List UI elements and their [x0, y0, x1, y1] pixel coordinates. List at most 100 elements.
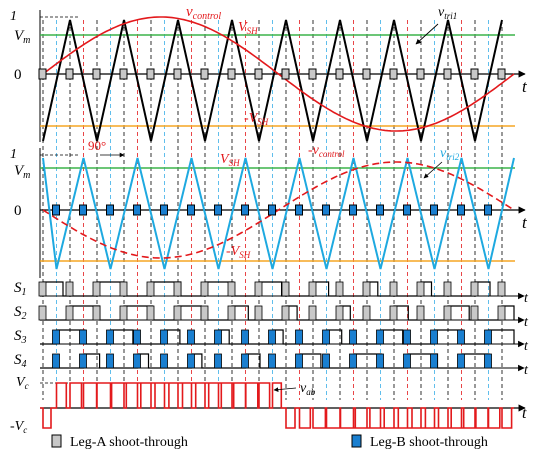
switch-shoot-through: [389, 281, 398, 297]
switch-shoot-through: [106, 353, 114, 369]
switch-s2-t: t: [524, 315, 529, 330]
switch-signals: S1 t S2 t S3 t S4 t: [14, 280, 529, 378]
switch-shoot-through: [133, 329, 141, 345]
leg-b-pulse: [268, 204, 276, 216]
leg-a-pulse: [389, 68, 398, 80]
switch-shoot-through: [497, 305, 506, 321]
vab-panel: Vc -Vc vab t: [10, 375, 527, 435]
switch-shoot-through: [322, 329, 330, 345]
leg-a-pulse: [308, 68, 317, 80]
switch-shoot-through: [376, 353, 384, 369]
switch-s4-label: S4: [14, 352, 27, 370]
switch-shoot-through: [484, 329, 492, 345]
panel-b: 1 Vm 0 t 90° VSH -vcontrol vtri2 -VSH: [10, 138, 528, 278]
panel-b-vtri-label: vtri2: [440, 146, 460, 162]
panel-a-vcontrol-label: vcontrol: [186, 4, 221, 22]
switch-s1-t: t: [524, 291, 529, 306]
switch-shoot-through: [214, 329, 222, 345]
switch-shoot-through: [349, 329, 357, 345]
panel-a-one-label: 1: [10, 9, 17, 24]
leg-b-pulse: [106, 204, 114, 216]
leg-b-pulse: [160, 204, 168, 216]
switch-s3-row: S3 t: [14, 328, 529, 354]
switch-shoot-through: [133, 353, 141, 369]
switch-shoot-through: [281, 305, 290, 321]
panel-a-carrier-tri1: [42, 19, 503, 142]
leg-a-pulse: [497, 68, 506, 80]
switch-shoot-through: [484, 353, 492, 369]
leg-a-pulse: [335, 68, 344, 80]
leg-b-pulse: [484, 204, 492, 216]
leg-a-pulse: [362, 68, 371, 80]
switch-s4-row: S4 t: [14, 352, 529, 378]
panel-a-vtri-label: vtri1: [438, 5, 457, 21]
switch-shoot-through: [254, 305, 263, 321]
switch-shoot-through: [376, 329, 384, 345]
panel-b-neg-vcontrol-label: -vcontrol: [308, 143, 345, 159]
switch-shoot-through: [416, 281, 425, 297]
leg-b-pulse: [349, 204, 357, 216]
switch-shoot-through: [187, 329, 195, 345]
leg-b-pulse: [214, 204, 222, 216]
leg-b-pulse: [403, 204, 411, 216]
switch-shoot-through: [65, 305, 74, 321]
vab-pointer: [273, 387, 297, 392]
leg-a-pulse: [443, 68, 452, 80]
switch-shoot-through: [470, 281, 479, 297]
switch-shoot-through: [416, 305, 425, 321]
legend-leg-a-swatch: [51, 434, 62, 448]
vab-t-label: t: [522, 405, 527, 422]
switch-shoot-through: [281, 281, 290, 297]
switch-shoot-through: [227, 281, 236, 297]
switch-shoot-through: [443, 281, 452, 297]
panel-a-vtri-pointer: [415, 23, 439, 45]
switch-s1-row: S1 t: [14, 280, 529, 306]
switch-shoot-through: [349, 353, 357, 369]
switch-shoot-through: [227, 305, 236, 321]
leg-a-pulse: [146, 68, 155, 80]
leg-b-pulse: [322, 204, 330, 216]
legend-leg-a-label: Leg-A shoot-through: [70, 435, 188, 450]
switch-shoot-through: [268, 329, 276, 345]
panel-b-carrier-tri2: [42, 157, 515, 270]
switch-s2-label: S2: [14, 304, 27, 322]
panel-b-shoot-through-pulses: [52, 204, 492, 216]
switch-shoot-through: [295, 353, 303, 369]
vab-label: vab: [300, 381, 316, 397]
leg-a-pulse: [200, 68, 209, 80]
switch-shoot-through: [457, 329, 465, 345]
switch-shoot-through: [497, 281, 506, 297]
switch-s1-label: S1: [14, 280, 27, 298]
panel-a: 1 Vm 0 t vcontrol VSH -VSH vtri1: [10, 4, 528, 142]
switch-shoot-through: [335, 281, 344, 297]
switch-shoot-through: [79, 329, 87, 345]
switch-shoot-through: [79, 353, 87, 369]
switch-shoot-through: [214, 353, 222, 369]
switch-shoot-through: [200, 305, 209, 321]
panel-a-control-signal: [42, 16, 515, 132]
panel-b-vsh-label: VSH: [220, 152, 240, 168]
switch-shoot-through: [362, 305, 371, 321]
panel-b-deg-label: 90°: [88, 138, 106, 153]
leg-a-pulse: [470, 68, 479, 80]
switch-shoot-through: [268, 353, 276, 369]
leg-b-pulse: [133, 204, 141, 216]
panel-b-vtri-pointer: [423, 161, 443, 179]
switch-s4-t: t: [524, 363, 529, 378]
panel-b-zero-label: 0: [14, 203, 22, 219]
switch-shoot-through: [65, 281, 74, 297]
panel-b-vm-label: Vm: [14, 163, 30, 181]
leg-b-pulse: [52, 204, 60, 216]
leg-a-pulse: [92, 68, 101, 80]
switch-shoot-through: [173, 305, 182, 321]
switch-shoot-through: [430, 353, 438, 369]
panel-b-neg-control-signal: [42, 161, 515, 259]
leg-a-pulse: [227, 68, 236, 80]
leg-b-pulse: [295, 204, 303, 216]
switch-shoot-through: [52, 329, 60, 345]
leg-a-pulse: [38, 68, 47, 80]
panel-a-zero-label: 0: [14, 67, 22, 83]
leg-b-pulse: [79, 204, 87, 216]
switch-shoot-through: [362, 281, 371, 297]
